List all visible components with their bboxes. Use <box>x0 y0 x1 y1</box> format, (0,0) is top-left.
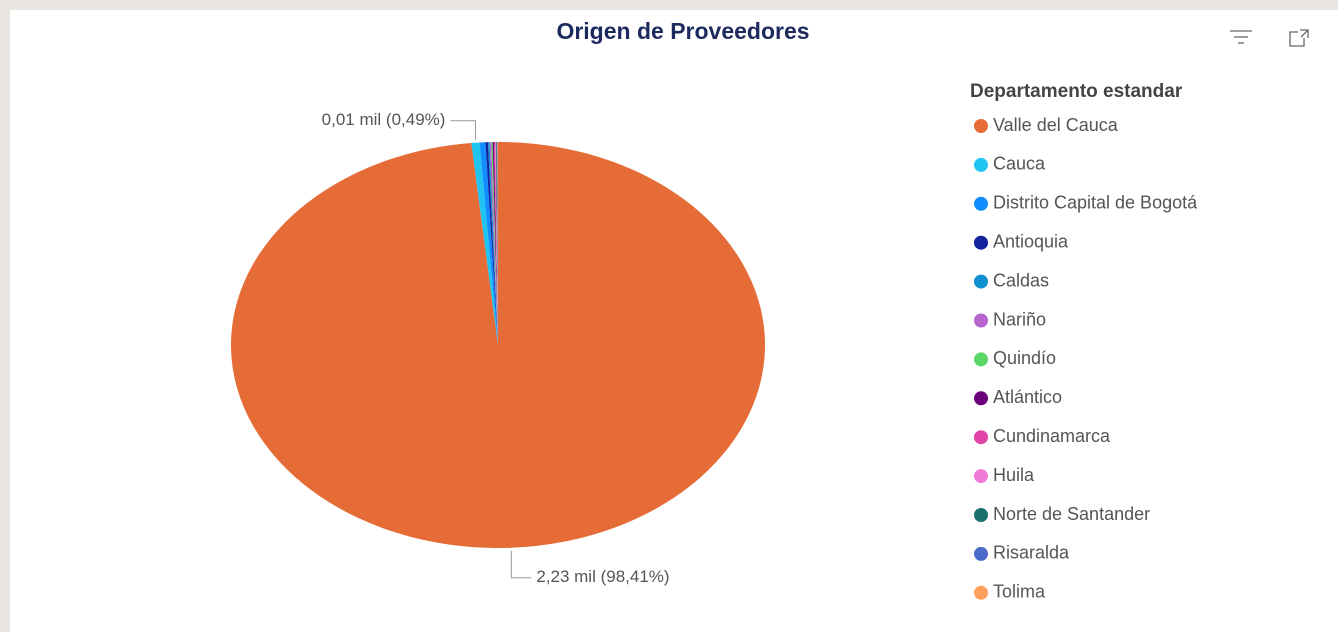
legend-label: Tolima <box>993 582 1046 602</box>
legend-marker <box>974 469 988 484</box>
filter-icon[interactable] <box>1230 30 1252 44</box>
legend-marker <box>974 391 988 406</box>
legend-label: Cauca <box>993 154 1046 174</box>
legend-label: Norte de Santander <box>993 504 1150 524</box>
pie-slice <box>496 142 498 345</box>
legend: Valle del Cauca Cauca Distrito Capital de … <box>974 115 1198 602</box>
legend-marker <box>974 196 988 211</box>
chart-title: Origen de Proveedores <box>556 18 809 44</box>
legend-marker <box>974 235 988 250</box>
legend-title: Departamento estandar <box>970 81 1183 102</box>
pie-slice <box>230 142 765 548</box>
pie-slice <box>494 142 498 345</box>
pie-slice <box>487 142 498 345</box>
legend-marker <box>974 274 988 289</box>
legend-label: Cundinamarca <box>993 426 1111 446</box>
legend-marker <box>974 157 988 172</box>
data-label: 0,01 mil (0,49%) <box>322 110 446 129</box>
legend-label: Caldas <box>993 270 1049 290</box>
legend-label: Valle del Cauca <box>993 115 1119 135</box>
legend-label: Huila <box>993 465 1035 485</box>
legend-label: Distrito Capital de Bogotá <box>993 193 1198 213</box>
pie-slice <box>495 142 498 345</box>
legend-label: Atlántico <box>993 387 1062 407</box>
pie-slice <box>479 142 498 345</box>
legend-marker <box>974 546 988 561</box>
pie: 2,23 mil (98,41%) 0,01 mil (0,49%) <box>230 110 765 586</box>
legend-marker <box>974 508 988 522</box>
pie-slice <box>471 142 498 345</box>
data-label: 2,23 mil (98,41%) <box>536 567 669 586</box>
legend-label: Antioquia <box>993 231 1069 251</box>
pie-slice <box>489 142 498 345</box>
legend-marker <box>974 119 988 133</box>
pie-slice <box>493 142 498 345</box>
legend-label: Quindío <box>993 348 1056 368</box>
pie-slice <box>491 142 498 345</box>
legend-label: Risaralda <box>993 543 1070 563</box>
legend-marker <box>974 313 988 328</box>
pie-slice <box>485 142 498 345</box>
legend-marker <box>974 430 988 445</box>
legend-label: Nariño <box>993 309 1046 329</box>
leader-line <box>450 120 476 140</box>
focus-mode-icon[interactable] <box>1289 29 1309 47</box>
pie-slice <box>497 142 498 345</box>
legend-marker <box>974 352 988 367</box>
leader-line <box>510 550 532 579</box>
legend-marker <box>974 585 988 600</box>
pie-slice <box>492 142 498 345</box>
